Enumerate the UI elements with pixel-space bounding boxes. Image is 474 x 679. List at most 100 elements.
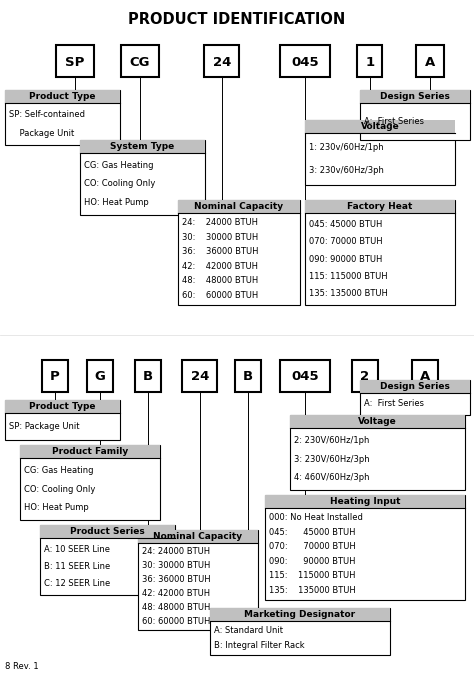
Bar xyxy=(210,608,390,655)
Text: G: G xyxy=(94,371,105,384)
Text: 48:    48000 BTUH: 48: 48000 BTUH xyxy=(182,276,258,285)
Text: 090:      90000 BTUH: 090: 90000 BTUH xyxy=(269,557,356,566)
Bar xyxy=(40,525,175,595)
Text: Product Type: Product Type xyxy=(29,402,96,411)
Text: A: A xyxy=(420,371,430,384)
Text: HO: Heat Pump: HO: Heat Pump xyxy=(24,503,89,512)
Bar xyxy=(352,360,378,392)
Bar xyxy=(305,200,455,305)
Bar xyxy=(178,200,300,213)
Text: A:  First Series: A: First Series xyxy=(364,399,424,409)
Text: Voltage: Voltage xyxy=(361,122,400,131)
Bar xyxy=(360,90,470,140)
Bar xyxy=(138,530,258,543)
Bar xyxy=(80,140,205,153)
Text: B: B xyxy=(243,371,253,384)
Text: Product Type: Product Type xyxy=(29,92,96,101)
Text: Design Series: Design Series xyxy=(380,92,450,101)
Bar xyxy=(360,90,470,103)
Text: A: A xyxy=(425,56,435,69)
Text: 045: 045 xyxy=(291,56,319,69)
Bar xyxy=(210,608,390,621)
Text: SP: Self-contained: SP: Self-contained xyxy=(9,111,85,120)
Text: 135:    135000 BTUH: 135: 135000 BTUH xyxy=(269,586,356,595)
Text: 115: 115000 BTUH: 115: 115000 BTUH xyxy=(309,272,388,281)
Text: B: 11 SEER Line: B: 11 SEER Line xyxy=(44,562,110,571)
Text: Voltage: Voltage xyxy=(358,417,397,426)
Text: CG: CG xyxy=(130,56,150,69)
Bar xyxy=(20,445,160,458)
Bar xyxy=(305,120,455,185)
Bar xyxy=(121,45,159,77)
Bar xyxy=(182,360,218,392)
Text: 36: 36000 BTUH: 36: 36000 BTUH xyxy=(142,575,210,584)
Text: C: 12 SEER Line: C: 12 SEER Line xyxy=(44,579,110,588)
Text: A:  First Series: A: First Series xyxy=(364,117,424,126)
Text: 24: 24 xyxy=(213,56,231,69)
Text: A: Standard Unit: A: Standard Unit xyxy=(214,626,283,635)
Text: 000: No Heat Installed: 000: No Heat Installed xyxy=(269,513,363,522)
Text: 24:    24000 BTUH: 24: 24000 BTUH xyxy=(182,218,258,227)
Text: SP: SP xyxy=(65,56,85,69)
Bar xyxy=(178,200,300,305)
Bar xyxy=(135,360,161,392)
Text: CG: Gas Heating: CG: Gas Heating xyxy=(84,161,154,170)
Text: PRODUCT IDENTIFICATION: PRODUCT IDENTIFICATION xyxy=(128,12,346,27)
Text: 3: 230v/60Hz/3ph: 3: 230v/60Hz/3ph xyxy=(309,166,384,175)
Text: 36:    36000 BTUH: 36: 36000 BTUH xyxy=(182,247,258,256)
Text: Design Series: Design Series xyxy=(380,382,450,391)
Text: 070:      70000 BTUH: 070: 70000 BTUH xyxy=(269,543,356,551)
Bar xyxy=(204,45,239,77)
Text: 090: 90000 BTUH: 090: 90000 BTUH xyxy=(309,255,383,263)
Text: 24: 24 xyxy=(191,371,209,384)
Bar xyxy=(20,445,160,520)
Bar xyxy=(416,45,444,77)
Bar xyxy=(87,360,113,392)
Text: Nominal Capacity: Nominal Capacity xyxy=(194,202,283,211)
Bar xyxy=(360,380,470,393)
Text: 48: 48000 BTUH: 48: 48000 BTUH xyxy=(142,603,210,612)
Bar xyxy=(265,495,465,600)
Text: B: B xyxy=(143,371,153,384)
Text: 045: 45000 BTUH: 045: 45000 BTUH xyxy=(309,220,383,229)
Text: Package Unit: Package Unit xyxy=(9,128,74,138)
Bar xyxy=(5,400,120,413)
Text: 30: 30000 BTUH: 30: 30000 BTUH xyxy=(142,562,210,570)
Bar xyxy=(360,380,470,415)
Text: 60:    60000 BTUH: 60: 60000 BTUH xyxy=(182,291,258,300)
Bar xyxy=(56,45,94,77)
Text: 4: 460V/60Hz/3ph: 4: 460V/60Hz/3ph xyxy=(294,473,370,482)
Bar xyxy=(5,90,120,103)
Text: Product Family: Product Family xyxy=(52,447,128,456)
Text: System Type: System Type xyxy=(110,142,174,151)
Bar xyxy=(80,140,205,215)
Text: 30:    30000 BTUH: 30: 30000 BTUH xyxy=(182,233,258,242)
Bar xyxy=(305,200,455,213)
Text: Factory Heat: Factory Heat xyxy=(347,202,413,211)
Bar xyxy=(265,495,465,508)
Text: 3: 230V/60Hz/3ph: 3: 230V/60Hz/3ph xyxy=(294,454,370,464)
Bar xyxy=(290,415,465,428)
Text: CG: Gas Heating: CG: Gas Heating xyxy=(24,466,93,475)
Bar xyxy=(5,90,120,145)
Bar xyxy=(290,415,465,490)
Text: 24: 24000 BTUH: 24: 24000 BTUH xyxy=(142,547,210,557)
Bar xyxy=(5,400,120,440)
Text: Nominal Capacity: Nominal Capacity xyxy=(154,532,243,541)
Text: 42: 42000 BTUH: 42: 42000 BTUH xyxy=(142,589,210,598)
Bar xyxy=(412,360,438,392)
Text: 045:      45000 BTUH: 045: 45000 BTUH xyxy=(269,528,356,536)
Text: 60: 60000 BTUH: 60: 60000 BTUH xyxy=(142,617,210,625)
Text: 070: 70000 BTUH: 070: 70000 BTUH xyxy=(309,237,383,246)
Text: 2: 230V/60Hz/1ph: 2: 230V/60Hz/1ph xyxy=(294,436,369,445)
Text: 135: 135000 BTUH: 135: 135000 BTUH xyxy=(309,289,388,298)
Text: 045: 045 xyxy=(291,371,319,384)
Bar xyxy=(40,525,175,538)
Text: 2: 2 xyxy=(360,371,370,384)
Text: A: 10 SEER Line: A: 10 SEER Line xyxy=(44,545,110,554)
Text: SP: Package Unit: SP: Package Unit xyxy=(9,422,80,431)
Bar xyxy=(357,45,383,77)
Text: P: P xyxy=(50,371,60,384)
Text: 8 Rev. 1: 8 Rev. 1 xyxy=(5,662,38,671)
Bar xyxy=(305,120,455,133)
